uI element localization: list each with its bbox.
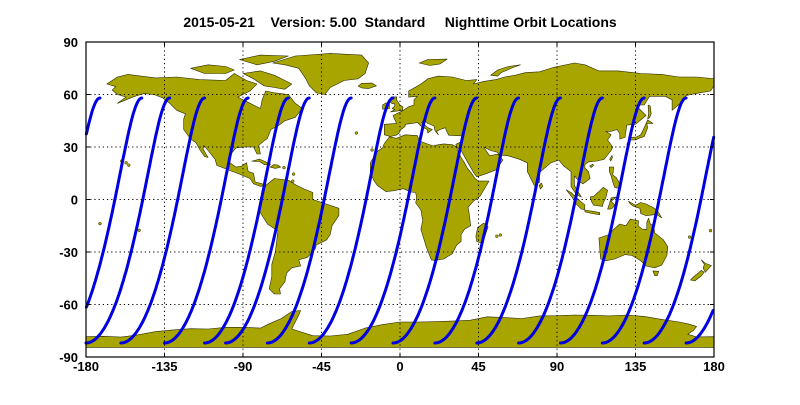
orbit-track xyxy=(163,96,250,345)
orbit-track xyxy=(265,96,353,345)
x-tick-label: 135 xyxy=(625,359,647,374)
x-tick-label: 90 xyxy=(550,359,564,374)
y-tick-label: 0 xyxy=(71,193,78,208)
island-icon xyxy=(291,172,296,176)
island-icon xyxy=(498,233,502,237)
island-icon xyxy=(291,179,295,183)
landmass-tasmania xyxy=(652,270,660,276)
island-icon xyxy=(127,163,131,167)
island-icon xyxy=(708,229,713,233)
y-tick-label: -90 xyxy=(59,350,78,365)
map-title: 2015-05-21 Version: 5.00 Standard Nightt… xyxy=(183,14,617,30)
island-icon xyxy=(370,148,374,152)
landmass-greenland xyxy=(272,53,369,95)
orbit-track xyxy=(642,135,716,345)
orbit-track xyxy=(224,96,311,345)
x-tick-label: 45 xyxy=(471,359,485,374)
landmass-new-zealand-south xyxy=(690,270,705,282)
orbit-track xyxy=(203,96,290,345)
landmass-hainan xyxy=(589,164,594,168)
y-tick-label: 30 xyxy=(64,140,78,155)
island-icon xyxy=(495,234,499,238)
y-tick-label: 60 xyxy=(64,88,78,103)
landmass-sulawesi xyxy=(607,196,619,210)
landmass-iceland xyxy=(357,82,377,89)
y-tick-label: -60 xyxy=(59,298,78,313)
landmass-java xyxy=(584,209,601,215)
y-tick-label: -30 xyxy=(59,245,78,260)
x-tick-label: -45 xyxy=(312,359,331,374)
landmass-canadian-archipelago xyxy=(190,64,235,74)
x-tick-label: -90 xyxy=(234,359,253,374)
x-tick-label: -135 xyxy=(151,359,177,374)
landmass-hispaniola xyxy=(269,164,282,169)
island-icon xyxy=(354,131,359,135)
x-tick-label: 0 xyxy=(396,359,403,374)
island-icon xyxy=(687,235,692,239)
orbit-track xyxy=(433,96,521,345)
orbit-track xyxy=(684,309,715,345)
orbit-track xyxy=(84,96,144,309)
island-icon xyxy=(98,222,102,226)
landmass-north-america xyxy=(106,73,303,187)
orbit-track xyxy=(84,96,172,345)
landmass-cuba xyxy=(251,158,272,165)
island-icon xyxy=(137,228,141,232)
landmass-svalbard xyxy=(418,58,448,66)
island-icon xyxy=(124,161,128,165)
orbit-track xyxy=(559,96,646,345)
landmass-ellesmere-island xyxy=(239,54,289,66)
landmass-borneo xyxy=(589,187,608,207)
orbit-track xyxy=(475,96,562,345)
x-tick-label: 180 xyxy=(703,359,725,374)
orbit-track xyxy=(307,96,395,345)
orbit-track xyxy=(119,96,207,345)
orbit-track xyxy=(517,96,604,345)
orbit-track xyxy=(391,96,479,345)
x-tick-label: -180 xyxy=(73,359,99,374)
landmass-new-zealand-north xyxy=(700,259,712,273)
landmass-sri-lanka xyxy=(538,182,544,190)
landmass-novaya-zemlya xyxy=(490,64,521,77)
landmass-taiwan xyxy=(609,155,613,162)
landmass-japan xyxy=(626,119,654,145)
landmass-baffin-island xyxy=(242,70,293,90)
orbit-track xyxy=(600,96,688,345)
orbit-track xyxy=(84,96,102,136)
y-tick-label: 90 xyxy=(64,35,78,50)
island-icon xyxy=(282,166,286,170)
landmass-sakhalin xyxy=(647,104,652,120)
landmass-south-america xyxy=(258,178,340,295)
orbit-track xyxy=(349,96,437,345)
